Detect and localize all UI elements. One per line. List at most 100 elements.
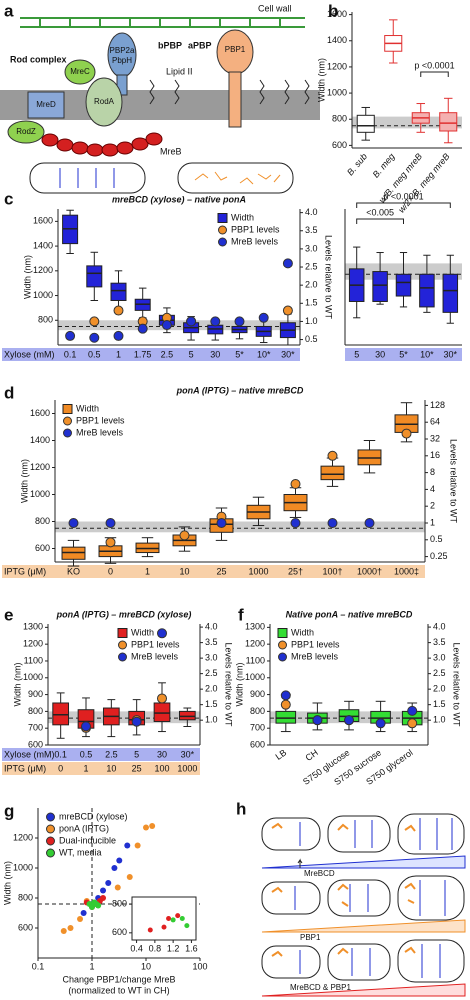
x-tick-label: 10 — [141, 961, 151, 971]
y2-tick-label: 1.5 — [433, 699, 446, 709]
bracket — [356, 218, 404, 224]
wedge — [261, 855, 466, 869]
point — [60, 928, 67, 934]
pbp1-stalk — [228, 71, 242, 128]
point — [161, 924, 167, 930]
y2-tick-label: 3.5 — [205, 637, 218, 647]
point — [77, 916, 84, 922]
x-tick-label: 5* — [399, 349, 408, 359]
cell — [29, 162, 146, 194]
marker — [179, 530, 190, 541]
x-tick-label: 0.1 — [54, 749, 67, 759]
y2-tick-label: 4.0 — [205, 621, 218, 631]
x-tick-label: 30* — [444, 349, 458, 359]
y2-tick-label: 32 — [430, 433, 440, 443]
legend-label: Width — [131, 627, 154, 637]
lipid-ii — [149, 79, 310, 105]
wedge — [261, 919, 466, 933]
category-band — [2, 565, 425, 578]
marker — [105, 537, 116, 548]
category-band — [2, 348, 300, 361]
y-tick-label: 1200 — [23, 639, 43, 649]
y-tick-label: 600 — [112, 927, 127, 937]
x-tick-label: 0.8 — [149, 943, 162, 953]
marker — [137, 323, 148, 334]
marker — [290, 478, 301, 489]
box — [372, 271, 388, 302]
y-tick-label: 700 — [250, 723, 265, 733]
legend-marker — [46, 812, 55, 822]
y2-tick-label: 0.25 — [430, 551, 448, 561]
category-band — [2, 762, 200, 775]
legend-label: MreB levels — [131, 651, 179, 661]
box — [153, 702, 171, 722]
y2-tick-label: 2.0 — [305, 280, 318, 290]
marker — [89, 316, 100, 327]
x-tick-label: 1.2 — [167, 943, 180, 953]
legend-label: Width — [291, 627, 314, 637]
wedge — [261, 983, 466, 997]
category-band — [2, 748, 200, 761]
y-tick-label: 1600 — [30, 408, 50, 418]
point — [170, 917, 176, 923]
pbp1-marks — [271, 822, 416, 957]
y-tick-label: 900 — [250, 689, 265, 699]
panel-letter: d — [4, 383, 14, 402]
legend-label: PBP1 levels — [231, 224, 280, 234]
y-tick-label: 600 — [28, 739, 43, 749]
panel-a: a Cell wall Rod complex bPBP aPBP PBP2a … — [0, 1, 320, 194]
y2-tick-label: 2.5 — [205, 668, 218, 678]
x-tick-label: 1 — [145, 566, 150, 576]
y-axis-label: Width (nm) — [234, 662, 244, 706]
box — [356, 114, 375, 133]
category-axis-label: Xylose (mM) — [4, 749, 55, 759]
x-tick-label: 100† — [322, 566, 342, 576]
y-tick-label: 1400 — [30, 435, 50, 445]
x-tick-label: 100 — [154, 763, 169, 773]
point — [147, 927, 153, 933]
mrec — [64, 59, 96, 85]
y-tick-label: 600 — [35, 543, 50, 553]
label: RodZ — [16, 127, 36, 136]
y-axis-label: Width (nm) — [2, 861, 12, 905]
category-axis-label: Xylose (mM) — [4, 349, 55, 359]
box — [442, 273, 459, 313]
y-tick-label: 800 — [250, 706, 265, 716]
panel-letter: a — [4, 1, 14, 20]
y-tick-label: 1000 — [30, 489, 50, 499]
chart-title: ponA (IPTG) – native mreBCD — [176, 385, 304, 395]
y-tick-label: 1400 — [327, 35, 347, 45]
x-axis-label: Change PBP1/change MreB — [62, 974, 175, 984]
legend-label: Width — [231, 212, 254, 222]
x-tick-label: 1000 — [177, 763, 197, 773]
y2-tick-label: 2.0 — [205, 684, 218, 694]
y-axis-label: Width (nm) — [12, 662, 22, 706]
y-tick-label: 1200 — [30, 462, 50, 472]
panel-letter: g — [4, 801, 14, 820]
point — [100, 895, 107, 901]
marker — [210, 316, 221, 327]
label: bPBP — [158, 40, 182, 50]
x-tick-label: 30 — [375, 349, 385, 359]
legend-label: PBP1 levels — [76, 415, 125, 425]
point — [179, 916, 185, 921]
y2-tick-label: 2.5 — [433, 668, 446, 678]
legend-label: MreB levels — [76, 427, 124, 437]
y-tick-label: 1300 — [245, 622, 265, 632]
box — [320, 465, 345, 481]
x-tick-label: KO — [67, 566, 80, 576]
box — [178, 710, 196, 721]
y-tick-label: 1600 — [33, 216, 53, 226]
point — [89, 904, 95, 910]
x-tick-label: 5* — [235, 349, 244, 359]
reference-band — [55, 521, 425, 533]
x-tick-label: 5 — [134, 749, 139, 759]
legend-label: Dual-inducible — [59, 835, 116, 845]
label: MreD — [36, 100, 56, 109]
y2-tick-label: 1.5 — [205, 699, 218, 709]
mreb-filament — [41, 132, 163, 157]
marker — [234, 316, 245, 327]
y-tick-label: 1000 — [33, 290, 53, 300]
y-tick-label: 1000 — [245, 672, 265, 682]
y2-tick-label: 1.0 — [205, 715, 218, 725]
